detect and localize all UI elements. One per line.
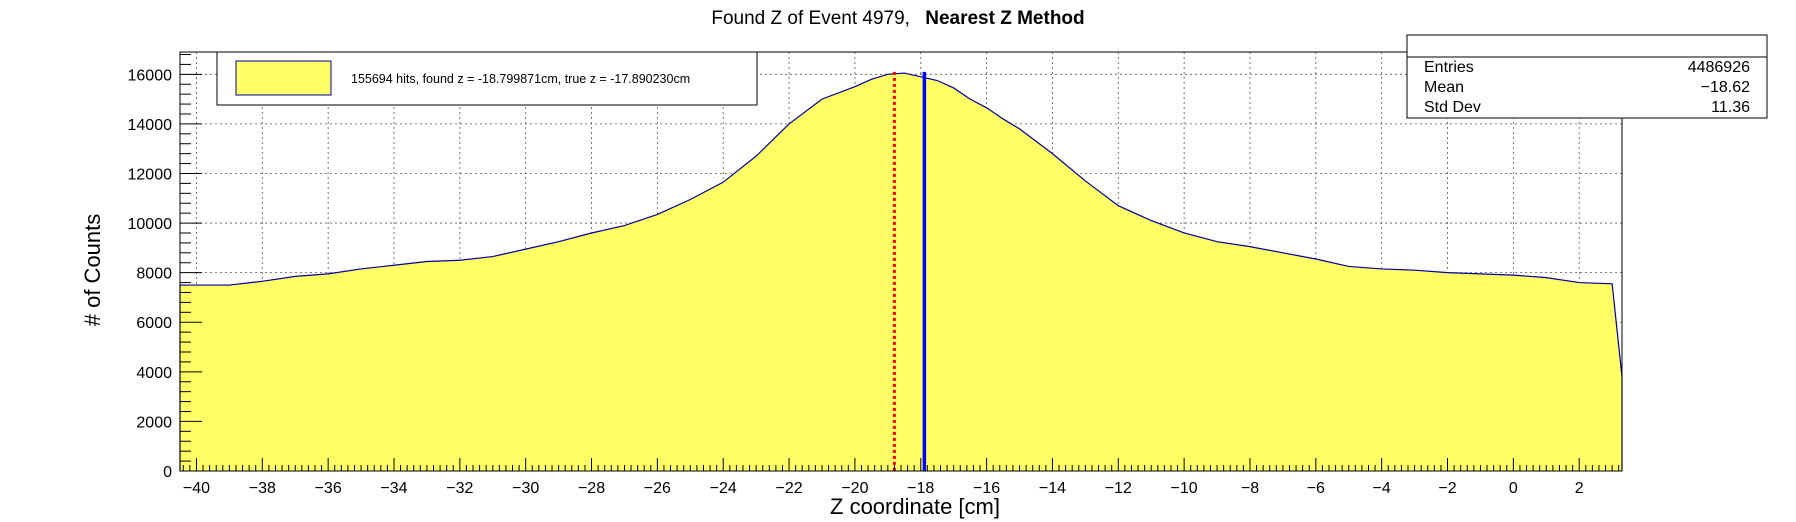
x-tick-label: −32 (446, 480, 473, 497)
x-tick-label: −4 (1373, 480, 1391, 497)
chart-title-main: Found Z of Event 4979, (711, 8, 910, 29)
stats-entries-value: 4486926 (1688, 59, 1750, 76)
y-tick-label: 10000 (128, 216, 173, 233)
legend: 155694 hits, found z = -18.799871cm, tru… (216, 51, 758, 106)
x-tick-label: −14 (1039, 480, 1066, 497)
x-tick-label: −8 (1241, 480, 1259, 497)
histogram-fill (180, 73, 1622, 471)
x-tick-label: −20 (841, 480, 868, 497)
x-tick-label: −30 (512, 480, 539, 497)
y-tick-label: 16000 (128, 67, 173, 84)
y-tick-label: 8000 (136, 266, 172, 283)
x-tick-label: −40 (183, 480, 210, 497)
x-tick-label: −12 (1105, 480, 1132, 497)
stats-box: Entries 4486926 Mean −18.62 Std Dev 11.3… (1406, 34, 1768, 119)
x-tick-label: −6 (1307, 480, 1325, 497)
stats-stddev-value: 11.36 (1711, 99, 1750, 116)
y-tick-label: 2000 (136, 414, 172, 431)
histogram-area (179, 72, 1623, 471)
x-tick-label: −16 (973, 480, 1000, 497)
y-axis-label: # of Counts (80, 214, 105, 327)
x-tick-label: −36 (315, 480, 342, 497)
y-tick-label: 4000 (136, 365, 172, 382)
x-axis: −40 −38 −36 −34 −32 −30 −28 −26 −24 −22 −20 −18 −16−… (182, 458, 1620, 497)
chart-title: Found Z of Event 4979, Nearest Z Method (711, 8, 1084, 29)
x-tick-label: −24 (710, 480, 737, 497)
x-tick-label: 0 (1509, 480, 1518, 497)
stats-mean-label: Mean (1424, 79, 1464, 96)
x-tick-label: −38 (249, 480, 276, 497)
x-tick-label: −28 (578, 480, 605, 497)
x-tick-label: −18 (907, 480, 934, 497)
stats-entries-label: Entries (1424, 59, 1474, 76)
x-tick-label: 2 (1575, 480, 1584, 497)
histogram-outline (179, 72, 1623, 471)
stats-stddev-label: Std Dev (1424, 99, 1481, 116)
x-axis-label: Z coordinate [cm] (830, 494, 1000, 519)
stats-mean-value: −18.62 (1701, 79, 1750, 96)
y-tick-label: 0 (163, 464, 172, 481)
y-tick-label: 12000 (128, 166, 173, 183)
y-tick-label: 6000 (136, 315, 172, 332)
x-tick-label: −26 (644, 480, 671, 497)
legend-entry-label: 155694 hits, found z = -18.799871cm, tru… (351, 72, 690, 86)
x-tick-label: −22 (775, 480, 802, 497)
legend-swatch (235, 60, 332, 96)
vertical-markers (892, 71, 927, 471)
x-tick-label: −2 (1438, 480, 1456, 497)
stats-box-frame (1406, 34, 1768, 119)
x-tick-label: −34 (380, 480, 407, 497)
x-tick-label: −10 (1171, 480, 1198, 497)
chart-title-bold: Nearest Z Method (925, 8, 1084, 29)
y-axis: 0 2000 4000 6000 8000 10000 12000 14000 16000 (128, 53, 202, 481)
y-tick-label: 14000 (128, 117, 173, 134)
